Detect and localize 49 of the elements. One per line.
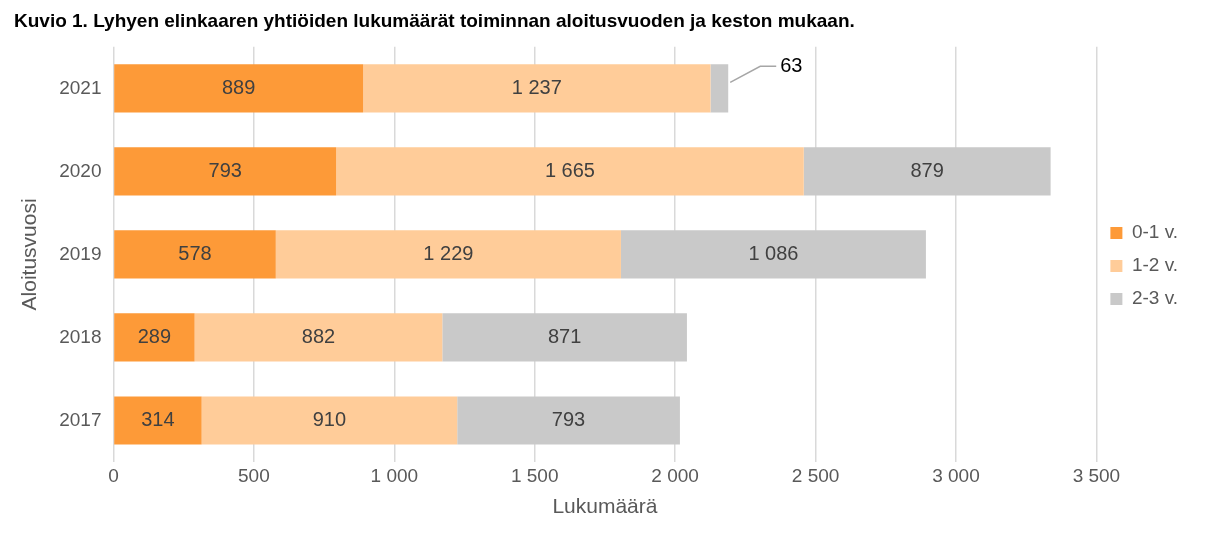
y-tick-label: 2021 <box>59 76 102 98</box>
data-label: 889 <box>221 75 256 98</box>
bar <box>803 147 1051 196</box>
data-label: 793 <box>208 158 242 181</box>
data-label: 882 <box>301 324 336 347</box>
x-tick-label: 1 000 <box>370 464 419 486</box>
bar <box>194 313 443 362</box>
bar <box>201 396 458 445</box>
x-tick-label: 2 500 <box>791 464 840 486</box>
x-tick-label: 1 500 <box>510 464 559 486</box>
bar <box>363 64 711 113</box>
chart-title: Kuvio 1. Lyhyen elinkaaren yhtiöiden lukumäärät toiminnan aloitusvuoden ja keston mukaan. <box>14 9 855 31</box>
y-tick-label: 2020 <box>59 159 102 181</box>
bar <box>114 147 337 196</box>
y-tick-label: 2018 <box>59 325 102 347</box>
data-label: 793 <box>551 408 586 430</box>
bar <box>114 64 364 113</box>
bar <box>275 230 621 279</box>
x-tick-label: 500 <box>238 464 270 486</box>
data-label: 289 <box>137 324 172 347</box>
data-label: 314 <box>141 408 175 430</box>
y-tick-label: 2019 <box>59 242 102 264</box>
bar <box>710 64 729 113</box>
x-tick-label: 0 <box>108 464 119 486</box>
data-label: 1 086 <box>748 241 799 264</box>
x-tick-label: 2 000 <box>651 464 699 486</box>
bar <box>114 396 202 445</box>
y-axis-title: Aloitusvuosi <box>17 198 41 311</box>
bar <box>114 230 276 279</box>
data-label: 63 <box>780 53 803 76</box>
bar <box>114 313 195 362</box>
bar <box>457 396 680 445</box>
legend-label: 1-2 v. <box>1131 254 1178 276</box>
bar <box>442 313 687 362</box>
data-label: 879 <box>910 158 944 181</box>
x-tick-label: 3 000 <box>932 464 980 486</box>
y-tick-label: 2017 <box>59 408 102 430</box>
data-label: 871 <box>547 324 582 347</box>
bar <box>620 230 926 279</box>
data-label: 578 <box>178 241 212 264</box>
data-label: 1 237 <box>511 75 562 98</box>
legend-label: 2-3 v. <box>1131 287 1178 309</box>
legend-label: 0-1 v. <box>1131 221 1178 243</box>
data-label: 1 665 <box>544 158 595 181</box>
bar <box>336 147 804 196</box>
data-label: 910 <box>312 408 347 430</box>
x-axis-title: Lukumäärä <box>552 494 658 518</box>
x-tick-label: 3 500 <box>1072 464 1121 486</box>
data-label: 1 229 <box>423 241 474 264</box>
